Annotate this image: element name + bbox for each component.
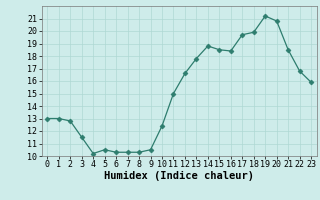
X-axis label: Humidex (Indice chaleur): Humidex (Indice chaleur) — [104, 171, 254, 181]
